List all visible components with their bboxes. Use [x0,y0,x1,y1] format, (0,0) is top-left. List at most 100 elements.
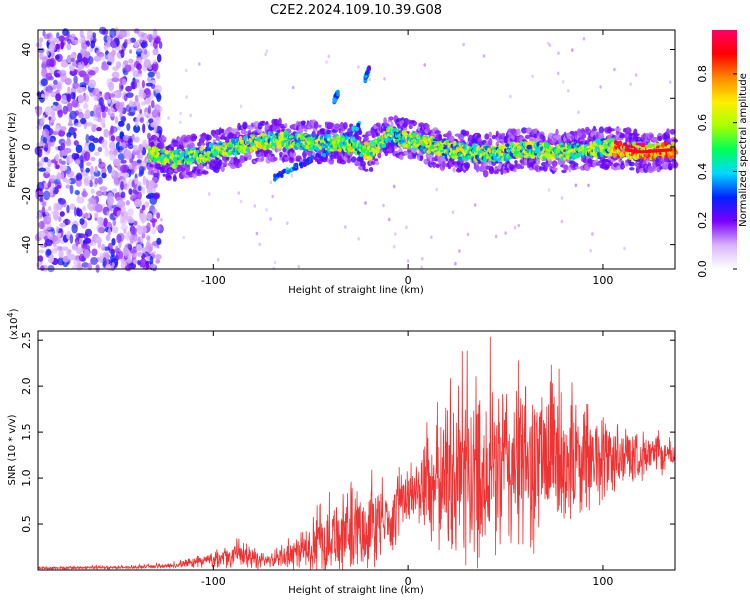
spectrogram-cell [67,86,71,93]
spectrogram-cell [146,235,151,241]
spectrogram-cell [112,149,119,156]
spectrogram-cell [149,163,154,168]
spectrogram-cell [150,152,156,156]
spectrogram-cell [68,249,72,255]
spectrogram-cell [463,162,471,169]
spectrogram-cell [595,162,601,166]
spectrogram-cell [134,177,138,185]
spectrogram-cell [111,262,115,267]
spectrogram-cell [93,112,97,122]
spectrogram-cell [115,61,122,69]
spectrogram-cell [154,253,162,260]
spectrogram-cell [160,217,163,222]
spectrogram-cell [124,149,132,160]
spectrogram-cell [134,73,143,78]
spectrogram-cell [156,105,163,113]
spectrogram-cell [66,95,71,101]
spectrogram-cell [58,35,65,42]
spectrogram-cell [76,208,83,217]
spectrogram-cell [62,165,68,171]
spectrogram-cell [357,65,360,69]
spectrogram-cell [141,80,145,89]
spectrogram-cell [471,139,479,145]
spectrogram-cell [567,89,570,93]
spectrogram-cell [377,152,382,159]
spectrogram-cell [201,145,205,150]
spectrogram-cell [66,204,70,214]
spectrogram-cell [60,165,64,172]
spectrogram-cell [311,133,317,137]
spectrogram-cell [50,118,55,124]
spectrogram-cell [116,234,122,244]
spectrogram-cell [69,65,75,72]
spectrogram-cell [184,68,188,73]
spectrogram-cell [43,33,51,40]
spectrogram-cell [156,212,161,219]
spectrogram-cell [604,164,610,169]
colorbar-tick-label: 0.4 [696,163,709,181]
spectrogram-cell [392,184,396,189]
spectrogram-cell [85,133,90,144]
spectrogram-cell [488,166,495,175]
spectrogram-cell [41,67,48,78]
spectrogram-cell [273,260,277,265]
spectrogram-cell [156,151,160,158]
spectrogram-cell [58,158,63,164]
spectrogram-cell [451,210,455,214]
spectrogram-cell [652,136,659,142]
colorbar-tick-label: 0.2 [696,211,709,229]
spectrogram-cell [69,184,74,195]
spectrogram-cell [367,142,371,147]
spectrogram-cell [517,223,520,228]
spectrogram-cell [41,114,46,123]
spectrogram-cell [108,81,115,92]
spectrogram-cell [64,218,69,226]
spectrogram-cell [62,255,70,263]
spectrogram-cell [53,209,60,217]
spectrogram-cell [383,77,386,81]
spectrogram-cell [105,234,111,242]
spectrogram-cell [131,163,136,170]
spectrogram-cell [148,104,152,115]
spectrogram-cell [38,160,44,166]
spectrogram-cell [560,196,564,200]
spectrogram-cell [457,133,465,141]
spectrogram-cell [209,153,214,158]
snr-marks [37,336,676,572]
spectrogram-cell [111,71,120,79]
spectrogram-cell [66,43,72,51]
spectrogram-cell [78,233,86,239]
spectrogram-cell [114,116,119,124]
spectrogram-cell [307,136,313,142]
spectrogram-cell [38,220,45,230]
spectrogram-cell [216,257,220,262]
spectrogram-cell [290,174,294,178]
spectrogram-cell [70,57,75,63]
spectrogram-cell [122,246,129,256]
spectrogram-cell [454,155,458,161]
spectrogram-cell [269,217,272,221]
spectrogram-cell [71,152,78,160]
spectrogram-cell [591,128,598,132]
spectrogram-cell [136,190,142,201]
spectrogram-cell [61,94,67,104]
spectrogram-cell [129,249,137,254]
spectrogram-cell [589,248,592,253]
spectrogram-cell [382,203,385,208]
spectrogram-cell [556,71,560,76]
spectrogram-cell [60,40,64,50]
spectrogram-cell [265,49,269,53]
spectrogram-cell [84,212,89,219]
spectrogram-cell [346,157,351,164]
spectrogram-cell [127,230,132,239]
spectrogram-cell [122,172,130,179]
spectrogram-cell [449,147,453,152]
spectrogram-cell [108,248,116,254]
spectrogram-cell [103,92,110,101]
spectrogram-cell [491,134,496,140]
spectrogram-cell [424,159,428,165]
spectrogram-cell [98,26,107,35]
spectrogram-cell [201,170,209,175]
spectrogram-cell [49,174,57,182]
spectrogram-cell [57,80,64,85]
